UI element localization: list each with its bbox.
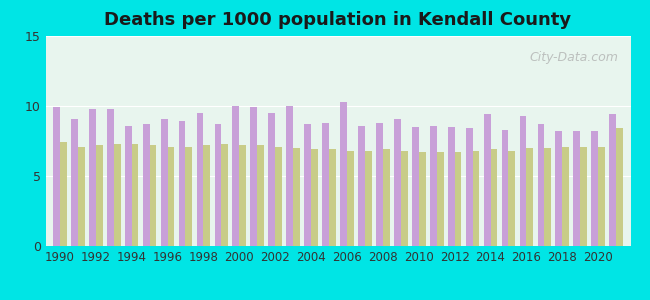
Bar	[114, 144, 120, 246]
Bar	[60, 142, 67, 246]
Bar	[491, 149, 497, 246]
Text: City-Data.com: City-Data.com	[530, 51, 619, 64]
Bar	[53, 107, 60, 246]
Bar	[562, 147, 569, 246]
Bar	[89, 109, 96, 246]
Bar	[304, 124, 311, 246]
Bar	[143, 124, 150, 246]
Bar	[71, 118, 78, 246]
Bar	[526, 148, 533, 246]
Bar	[185, 147, 192, 246]
Bar	[616, 128, 623, 246]
Bar	[239, 145, 246, 246]
Bar	[544, 148, 551, 246]
Bar	[257, 145, 264, 246]
Bar	[179, 122, 185, 246]
Bar	[394, 118, 401, 246]
Bar	[573, 131, 580, 246]
Bar	[347, 151, 354, 246]
Bar	[502, 130, 508, 246]
Bar	[412, 127, 419, 246]
Bar	[329, 149, 336, 246]
Bar	[376, 123, 383, 246]
Bar	[430, 126, 437, 246]
Bar	[556, 131, 562, 246]
Title: Deaths per 1000 population in Kendall County: Deaths per 1000 population in Kendall Co…	[105, 11, 571, 29]
Bar	[598, 147, 605, 246]
Bar	[365, 151, 372, 246]
Bar	[609, 114, 616, 246]
Bar	[203, 145, 210, 246]
Bar	[580, 147, 587, 246]
Bar	[268, 113, 275, 246]
Bar	[222, 144, 228, 246]
Bar	[419, 152, 426, 246]
Bar	[592, 131, 598, 246]
Bar	[401, 151, 408, 246]
Bar	[107, 109, 114, 246]
Bar	[196, 113, 203, 246]
Bar	[275, 147, 282, 246]
Bar	[437, 152, 443, 246]
Bar	[150, 145, 157, 246]
Bar	[508, 151, 515, 246]
Bar	[125, 126, 132, 246]
Bar	[340, 102, 347, 246]
Bar	[132, 144, 138, 246]
Bar	[448, 127, 454, 246]
Bar	[286, 106, 293, 246]
Bar	[214, 124, 222, 246]
Bar	[484, 114, 491, 246]
Bar	[538, 124, 544, 246]
Bar	[519, 116, 526, 246]
Bar	[358, 126, 365, 246]
Bar	[454, 152, 462, 246]
Bar	[250, 107, 257, 246]
Bar	[466, 128, 473, 246]
Bar	[96, 145, 103, 246]
Bar	[322, 123, 329, 246]
Bar	[311, 149, 318, 246]
Bar	[168, 147, 174, 246]
Bar	[293, 148, 300, 246]
Bar	[473, 151, 480, 246]
Bar	[233, 106, 239, 246]
Bar	[383, 149, 390, 246]
Bar	[78, 147, 84, 246]
Legend: Kendall County, Texas: Kendall County, Texas	[224, 295, 452, 300]
Bar	[161, 118, 168, 246]
